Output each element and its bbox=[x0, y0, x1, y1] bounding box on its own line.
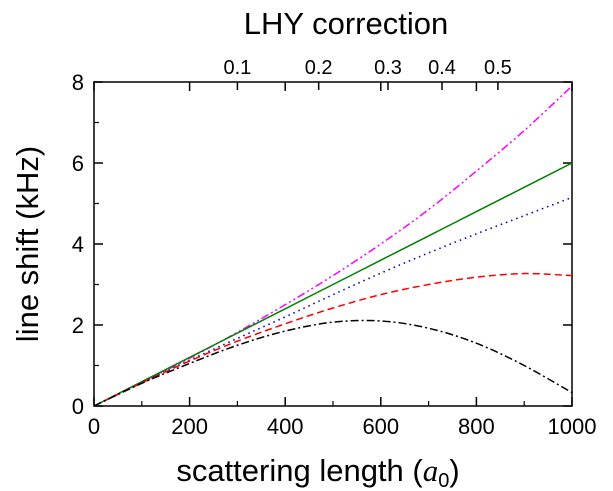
plot-frame bbox=[93, 81, 573, 407]
y-axis-ticks: 0 2 4 6 8 bbox=[72, 70, 572, 419]
y-axis-label: line shift (kHz) bbox=[10, 146, 45, 342]
series-line-5 bbox=[93, 319, 573, 407]
x-axis-label-symbol: a bbox=[423, 453, 439, 488]
series-line-2 bbox=[93, 162, 573, 407]
x-tick-label: 1000 bbox=[548, 414, 597, 439]
x-tick-label: 0 bbox=[88, 414, 100, 439]
x-tick-label: 800 bbox=[458, 414, 495, 439]
y-tick-label: 2 bbox=[72, 313, 84, 338]
series-lines bbox=[93, 85, 573, 407]
top-tick-label: 0.2 bbox=[305, 57, 333, 79]
x-axis-ticks: 0 200 400 600 800 1000 bbox=[88, 82, 597, 439]
x-tick-label: 400 bbox=[267, 414, 304, 439]
x-axis-label-close: ) bbox=[449, 453, 459, 488]
x-axis-label: scattering length (a0) bbox=[176, 453, 459, 491]
top-tick-label: 0.3 bbox=[374, 57, 402, 79]
x-axis-label-text: scattering length ( bbox=[176, 453, 423, 488]
x-tick-label: 600 bbox=[362, 414, 399, 439]
x-tick-label: 200 bbox=[171, 414, 208, 439]
top-axis-ticks: 0.1 0.2 0.3 0.4 0.5 bbox=[223, 57, 512, 90]
top-tick-label: 0.5 bbox=[484, 57, 512, 79]
y-tick-label: 8 bbox=[72, 70, 84, 95]
top-tick-label: 0.1 bbox=[223, 57, 251, 79]
top-axis-title: LHY correction bbox=[244, 6, 448, 41]
series-line-4 bbox=[93, 272, 573, 407]
y-tick-label: 6 bbox=[72, 151, 84, 176]
x-axis-label-subscript: 0 bbox=[438, 470, 449, 491]
y-tick-label: 0 bbox=[72, 394, 84, 419]
series-line-3 bbox=[93, 196, 573, 407]
y-tick-label: 4 bbox=[72, 232, 84, 257]
top-tick-label: 0.4 bbox=[428, 57, 456, 79]
series-line-1 bbox=[93, 85, 573, 407]
